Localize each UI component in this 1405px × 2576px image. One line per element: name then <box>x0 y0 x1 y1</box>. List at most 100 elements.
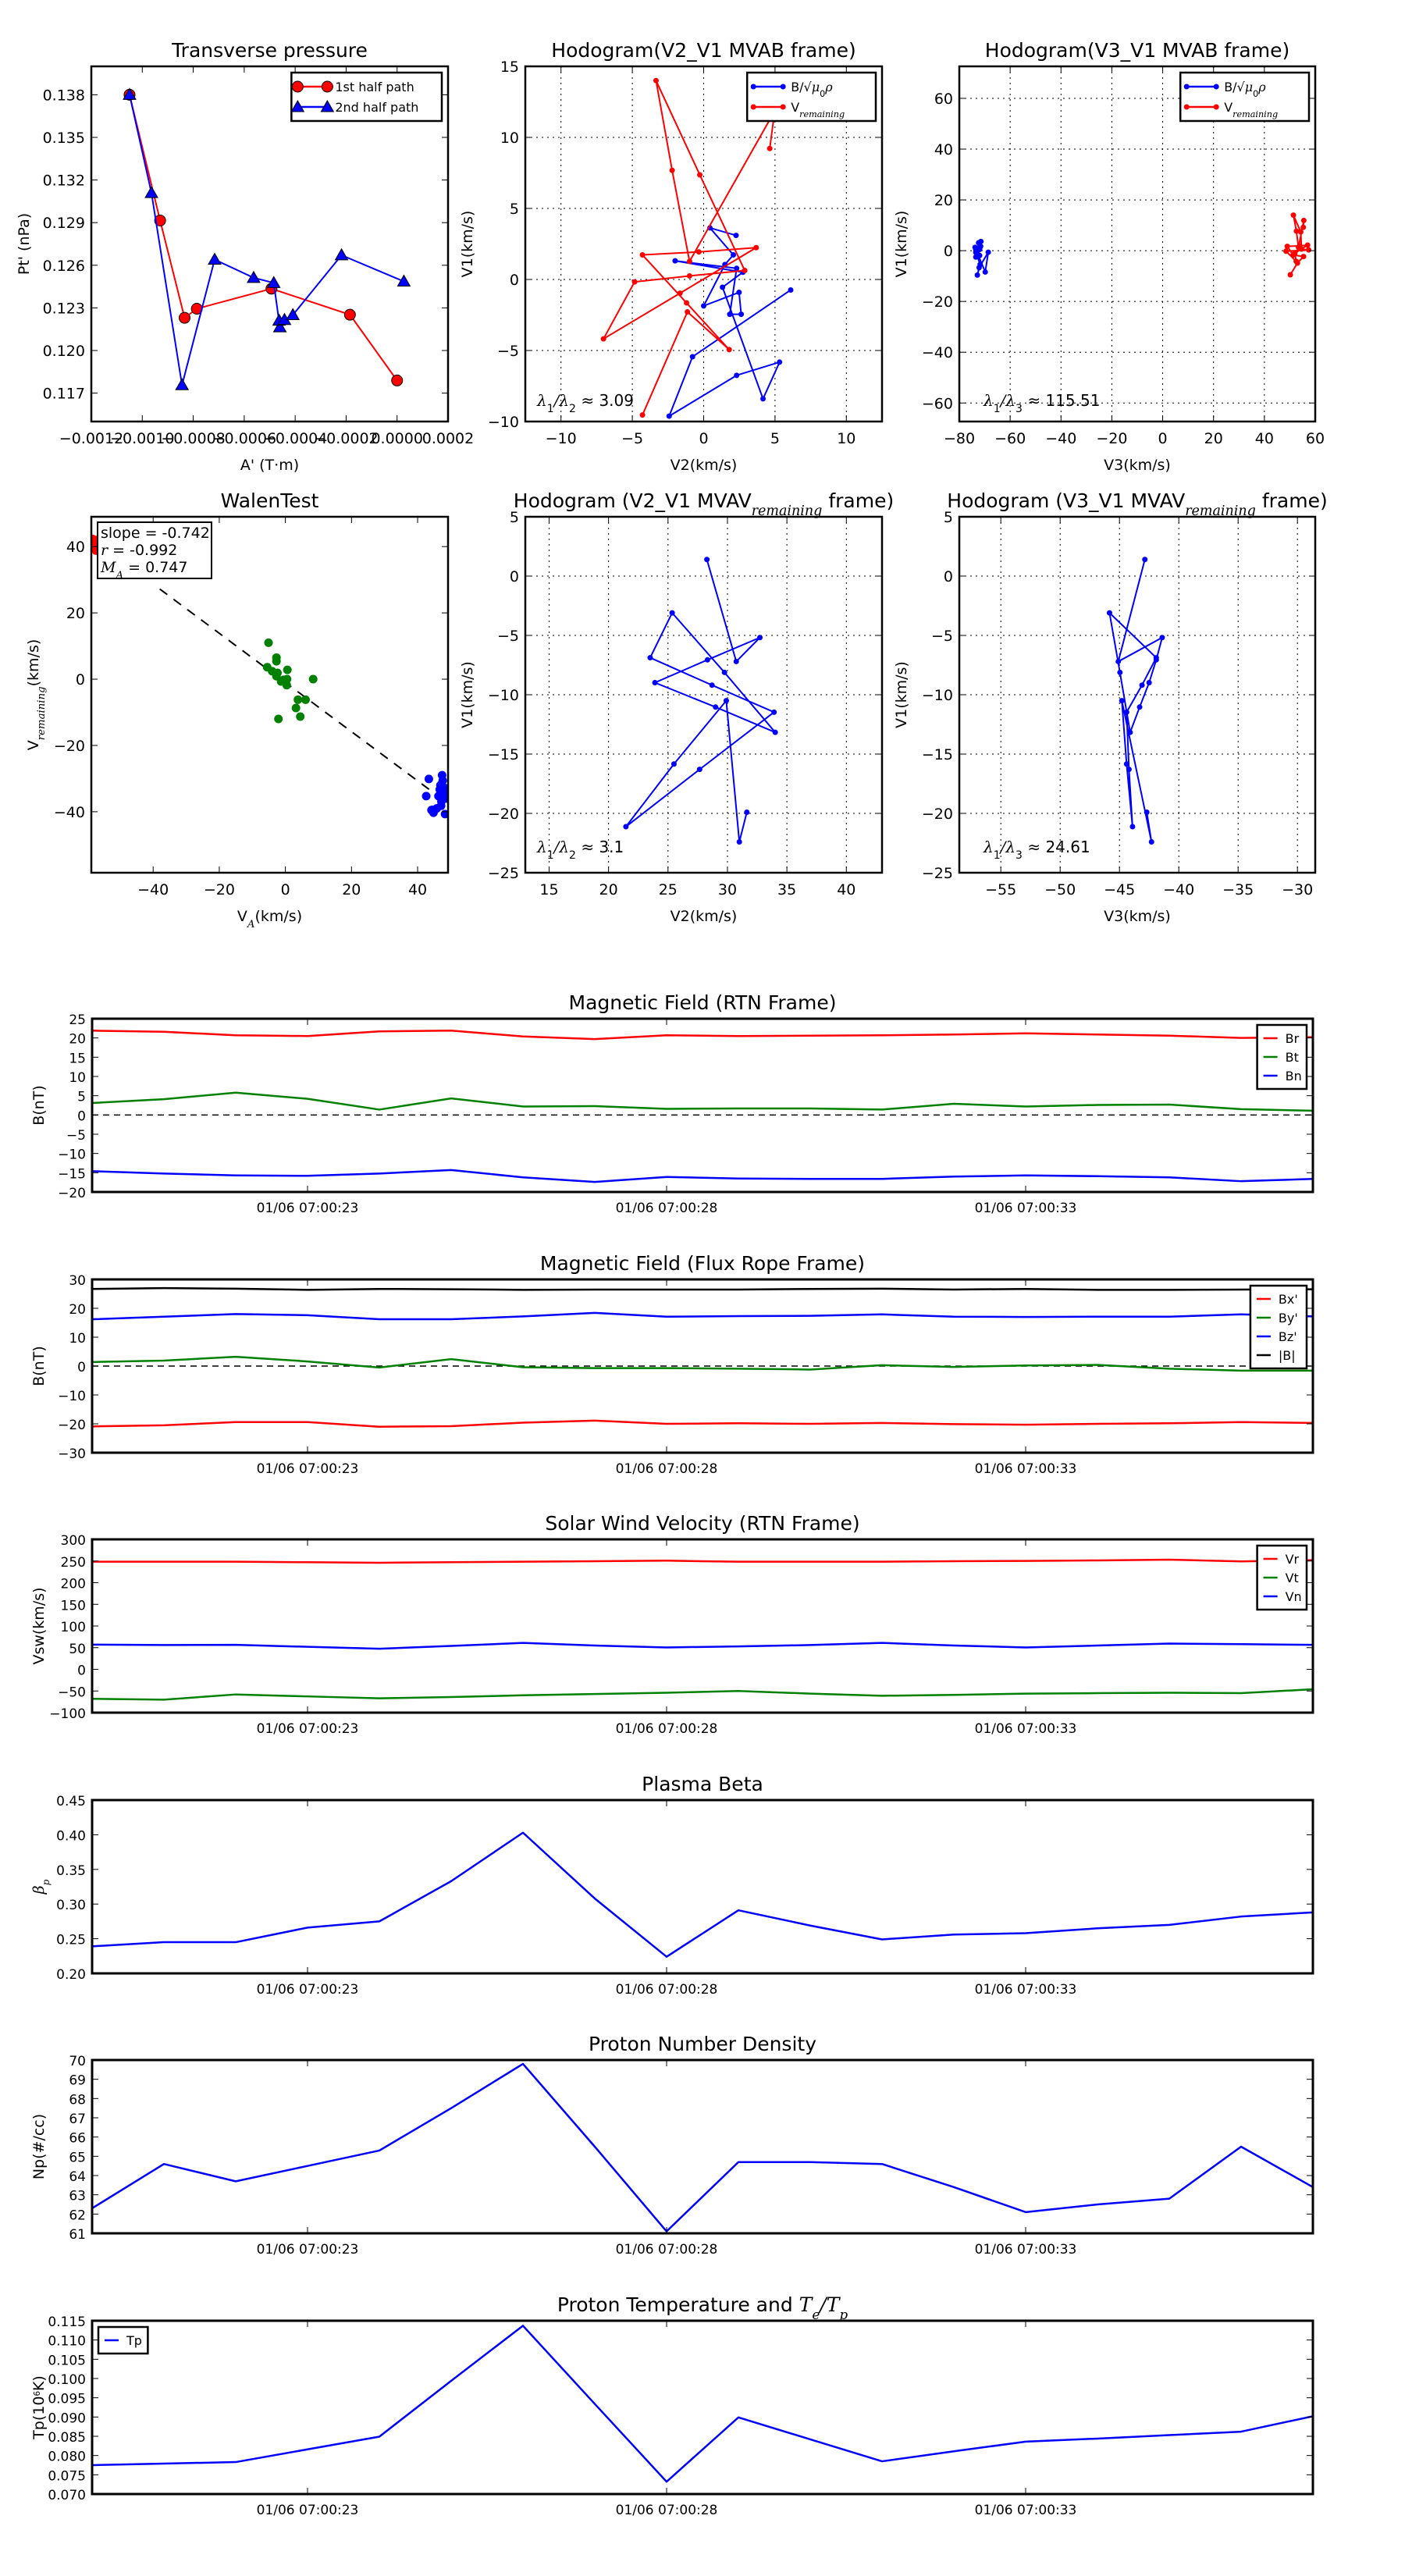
data-point <box>772 729 778 735</box>
legend-label-part: Bt <box>1286 1050 1299 1065</box>
legend-label: Bt <box>1286 1050 1299 1065</box>
y-tick-label: 0.20 <box>56 1967 86 1983</box>
series-line-2 <box>92 1311 1313 1321</box>
y-tick-label: 10 <box>500 130 519 147</box>
data-point <box>977 262 984 268</box>
chart-title-part: T <box>799 2293 814 2316</box>
chart-title-part: Transverse pressure <box>171 39 368 62</box>
series-line-1 <box>128 94 404 386</box>
y-tick-label: 0 <box>77 1360 86 1375</box>
chart-title-part: Hodogram(V3_V1 MVAB frame) <box>985 39 1289 62</box>
plot-marks <box>92 2062 1313 2233</box>
data-point <box>631 279 638 285</box>
data-point <box>1106 610 1112 616</box>
y-tick-label: −20 <box>58 1418 86 1433</box>
y-tick-label: 66 <box>69 2131 86 2147</box>
y-tick-label: −5 <box>931 628 953 645</box>
data-point <box>750 84 756 90</box>
axes-frame <box>91 1799 1314 1975</box>
y-tick-label: −20 <box>922 806 953 823</box>
legend-label-part: Bn <box>1286 1069 1302 1083</box>
data-point <box>1144 809 1150 815</box>
stats-line: r = -0.992 <box>101 542 177 559</box>
data-point <box>1183 84 1190 90</box>
plot-marks <box>92 2325 1313 2483</box>
series-line-0 <box>92 2325 1313 2483</box>
x-axis-label-part: A <box>246 919 255 930</box>
data-point <box>1213 84 1219 90</box>
legend-label: 2nd half path <box>335 100 418 115</box>
legend-label: 1st half path <box>335 80 414 94</box>
y-axis-label-part: Vsw(km/s) <box>30 1587 48 1664</box>
data-point <box>744 809 750 815</box>
data-point <box>1306 247 1312 253</box>
y-axis-label-part: V <box>25 740 42 750</box>
chart-title-part: Magnetic Field (Flux Rope Frame) <box>540 1252 865 1275</box>
y-tick-label: −10 <box>488 414 519 431</box>
data-point <box>736 290 742 296</box>
data-point <box>695 249 702 255</box>
data-point <box>1123 709 1129 715</box>
y-axis-label: Tp(106K) <box>30 2375 48 2440</box>
chart-title-part: WalenTest <box>221 489 319 512</box>
eigenvalue-ratio-label-part: 1 <box>994 849 1001 862</box>
y-axis-label-part: 6 <box>34 2391 42 2396</box>
data-point <box>272 320 287 333</box>
data-point <box>442 794 448 803</box>
y-tick-label: −10 <box>488 687 519 704</box>
y-tick-label: 0.120 <box>43 343 85 360</box>
y-tick-label: −20 <box>54 738 85 755</box>
data-point <box>286 308 301 320</box>
y-tick-label: 0.138 <box>43 87 85 104</box>
y-tick-label: −25 <box>488 865 519 882</box>
eigenvalue-ratio-label-part: / <box>553 838 561 856</box>
plot-marks <box>123 87 411 390</box>
y-tick-label: 30 <box>69 1273 86 1289</box>
x-tick-label: −45 <box>1104 881 1135 898</box>
x-axis-label: V2(km/s) <box>670 457 738 474</box>
data-point <box>639 412 646 418</box>
chart-title-part: Hodogram (V2_V1 MVAV <box>514 489 752 512</box>
y-tick-label: −20 <box>922 294 953 311</box>
y-tick-label: 0.129 <box>43 215 85 232</box>
data-point <box>1290 212 1297 219</box>
chart-title: Hodogram (V3_V1 MVAVremaining frame) <box>947 489 1327 519</box>
chart-title: Proton Temperature and Te/Tp <box>557 2293 848 2322</box>
eigenvalue-ratio-label: λ1/λ3 ≈ 115.51 <box>983 391 1100 415</box>
eigenvalue-ratio-label-part: λ <box>1005 838 1016 856</box>
legend-label-part: V <box>1224 100 1232 115</box>
eigenvalue-ratio-label: λ1/λ2 ≈ 3.09 <box>536 391 634 415</box>
data-point <box>750 104 756 110</box>
chart-title: Magnetic Field (RTN Frame) <box>569 991 837 1014</box>
y-tick-label: −30 <box>58 1446 86 1462</box>
legend-label: Vt <box>1286 1571 1299 1585</box>
x-tick-label: −0.0004 <box>263 430 327 447</box>
y-axis-label: Np(#/cc) <box>30 2114 48 2179</box>
data-point <box>1119 698 1125 704</box>
eigenvalue-ratio-label-part: λ <box>536 838 547 856</box>
y-tick-label: 0.100 <box>48 2372 86 2388</box>
data-point <box>721 669 727 675</box>
data-point <box>308 674 318 684</box>
data-point <box>704 557 710 563</box>
y-tick-label: −15 <box>58 1166 86 1182</box>
legend-label-part: 1st half path <box>335 80 414 94</box>
y-tick-label: −100 <box>49 1706 86 1722</box>
x-tick-label: 25 <box>659 881 678 898</box>
data-point <box>175 378 190 390</box>
y-tick-label: 0.25 <box>56 1933 86 1948</box>
stats-line-part: slope = -0.742 <box>101 525 210 542</box>
y-tick-label: 0.30 <box>56 1898 86 1913</box>
legend-frame <box>1179 71 1311 123</box>
eigenvalue-ratio-label-part: 1 <box>994 403 1001 415</box>
x-tick-label: −40 <box>1163 881 1194 898</box>
series-line-3 <box>92 1286 1313 1291</box>
data-point <box>424 774 433 784</box>
data-point <box>247 270 261 283</box>
y-tick-label: −15 <box>488 746 519 763</box>
y-axis-label-part: V1(km/s) <box>893 211 910 278</box>
data-point <box>685 308 691 315</box>
data-point <box>978 238 984 244</box>
x-axis-label-part: V3(km/s) <box>1104 457 1171 474</box>
y-axis-label-part: B(nT) <box>30 1346 48 1386</box>
